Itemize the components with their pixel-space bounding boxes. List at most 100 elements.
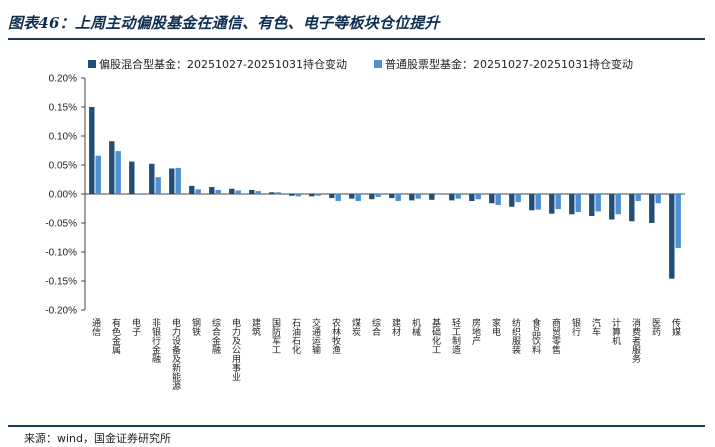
bar-series-2 bbox=[595, 194, 601, 212]
bar-series-2 bbox=[195, 189, 201, 194]
bar-series-1 bbox=[569, 194, 575, 215]
category-label: 纺织服装 bbox=[510, 317, 521, 355]
bar-series-1 bbox=[309, 194, 315, 197]
category-label: 电子 bbox=[130, 317, 141, 336]
bar-series-2 bbox=[235, 190, 241, 194]
bar-series-2 bbox=[155, 177, 161, 194]
bar-series-2 bbox=[615, 194, 621, 215]
category-label: 综合 bbox=[370, 317, 381, 337]
title-divider bbox=[8, 38, 705, 40]
bar-series-2 bbox=[175, 167, 181, 194]
bar-series-2 bbox=[255, 191, 261, 194]
category-label: 传媒 bbox=[670, 317, 681, 337]
category-label: 农林牧渔 bbox=[330, 317, 341, 354]
bar-series-1 bbox=[369, 194, 375, 200]
category-label: 非银行金融 bbox=[150, 317, 161, 364]
category-label: 轻工制造 bbox=[450, 317, 461, 355]
bar-series-2 bbox=[655, 194, 661, 204]
bar-series-1 bbox=[269, 192, 275, 194]
y-tick-label: 0.20% bbox=[49, 74, 77, 85]
category-label: 家电 bbox=[490, 317, 501, 336]
bar-series-1 bbox=[589, 194, 595, 217]
bar-series-2 bbox=[455, 194, 461, 199]
bar-series-2 bbox=[535, 194, 541, 210]
bar-series-2 bbox=[495, 194, 501, 206]
bar-series-1 bbox=[209, 187, 215, 194]
category-label: 计算机 bbox=[610, 317, 621, 346]
bar-series-2 bbox=[635, 194, 641, 201]
bar-series-2 bbox=[675, 194, 681, 248]
bar-series-2 bbox=[515, 194, 521, 203]
category-label: 机械 bbox=[410, 317, 421, 337]
y-tick-label: -0.05% bbox=[45, 219, 77, 230]
bar-series-2 bbox=[395, 194, 401, 201]
y-tick-label: -0.20% bbox=[45, 306, 77, 317]
bar-series-1 bbox=[509, 194, 515, 207]
bar-series-1 bbox=[469, 194, 475, 201]
bar-series-2 bbox=[475, 194, 481, 200]
bar-series-1 bbox=[169, 168, 175, 194]
bar-series-1 bbox=[89, 107, 95, 194]
bar-series-1 bbox=[129, 161, 135, 194]
bar-series-2 bbox=[555, 194, 561, 210]
category-label: 房地产 bbox=[470, 317, 481, 346]
bar-series-2 bbox=[375, 194, 381, 197]
category-label: 建筑 bbox=[250, 317, 261, 337]
bar-series-2 bbox=[415, 194, 421, 199]
bar-series-2 bbox=[435, 194, 441, 195]
category-label: 汽车 bbox=[590, 317, 601, 337]
bar-series-2 bbox=[295, 194, 301, 197]
category-label: 综合金融 bbox=[210, 317, 221, 355]
bar-series-1 bbox=[109, 141, 115, 194]
bar-series-2 bbox=[115, 151, 121, 194]
y-tick-label: 0.15% bbox=[49, 103, 77, 114]
category-label: 有色金属 bbox=[110, 317, 121, 355]
bar-series-1 bbox=[549, 194, 555, 214]
category-label: 银行 bbox=[570, 317, 581, 337]
bar-series-1 bbox=[609, 194, 615, 220]
bar-series-1 bbox=[149, 163, 155, 194]
legend-swatch-1 bbox=[88, 60, 96, 68]
bar-series-2 bbox=[575, 194, 581, 212]
bar-series-2 bbox=[335, 194, 341, 201]
y-tick-label: 0.10% bbox=[49, 132, 77, 143]
bar-series-2 bbox=[315, 194, 321, 196]
category-label: 食品饮料 bbox=[530, 317, 541, 355]
bar-series-1 bbox=[249, 189, 255, 194]
category-label: 通信 bbox=[90, 318, 101, 337]
bar-series-1 bbox=[449, 194, 455, 201]
y-tick-label: -0.10% bbox=[45, 248, 77, 259]
bar-series-1 bbox=[649, 194, 655, 223]
category-label: 基础化工 bbox=[430, 317, 441, 354]
bar-series-1 bbox=[669, 194, 675, 279]
source-divider bbox=[8, 425, 705, 427]
category-label: 电力设备及新能源 bbox=[170, 317, 181, 391]
source-note: 来源：wind，国金证券研究所 bbox=[24, 432, 172, 445]
figure-title: 图表46：上周主动偏股基金在通信、有色、电子等板块仓位提升 bbox=[8, 14, 440, 32]
y-tick-label: -0.15% bbox=[45, 277, 77, 288]
legend-label-2: 普通股票型基金：20251027-20251031持仓变动 bbox=[385, 57, 633, 71]
bar-series-1 bbox=[349, 194, 355, 199]
category-label: 煤炭 bbox=[350, 317, 361, 337]
category-label: 交通运输 bbox=[310, 317, 321, 355]
bar-series-2 bbox=[95, 155, 101, 194]
bar-series-2 bbox=[215, 189, 221, 194]
bar-series-1 bbox=[389, 194, 395, 199]
category-label: 医药 bbox=[650, 318, 661, 337]
y-tick-label: 0.05% bbox=[49, 161, 77, 172]
category-label: 钢铁 bbox=[190, 317, 201, 337]
bar-series-1 bbox=[429, 194, 435, 200]
bar-series-1 bbox=[329, 194, 335, 199]
category-label: 消费者服务 bbox=[630, 317, 641, 364]
bar-series-1 bbox=[529, 194, 535, 211]
category-label: 电力及公用事业 bbox=[230, 317, 241, 381]
legend-label-1: 偏股混合型基金：20251027-20251031持仓变动 bbox=[99, 57, 347, 71]
bar-series-1 bbox=[489, 194, 495, 204]
bar-series-1 bbox=[289, 194, 295, 196]
bar-series-1 bbox=[189, 185, 195, 194]
bar-series-2 bbox=[275, 192, 281, 194]
category-label: 国防军工 bbox=[270, 318, 281, 354]
bar-series-2 bbox=[355, 194, 361, 201]
